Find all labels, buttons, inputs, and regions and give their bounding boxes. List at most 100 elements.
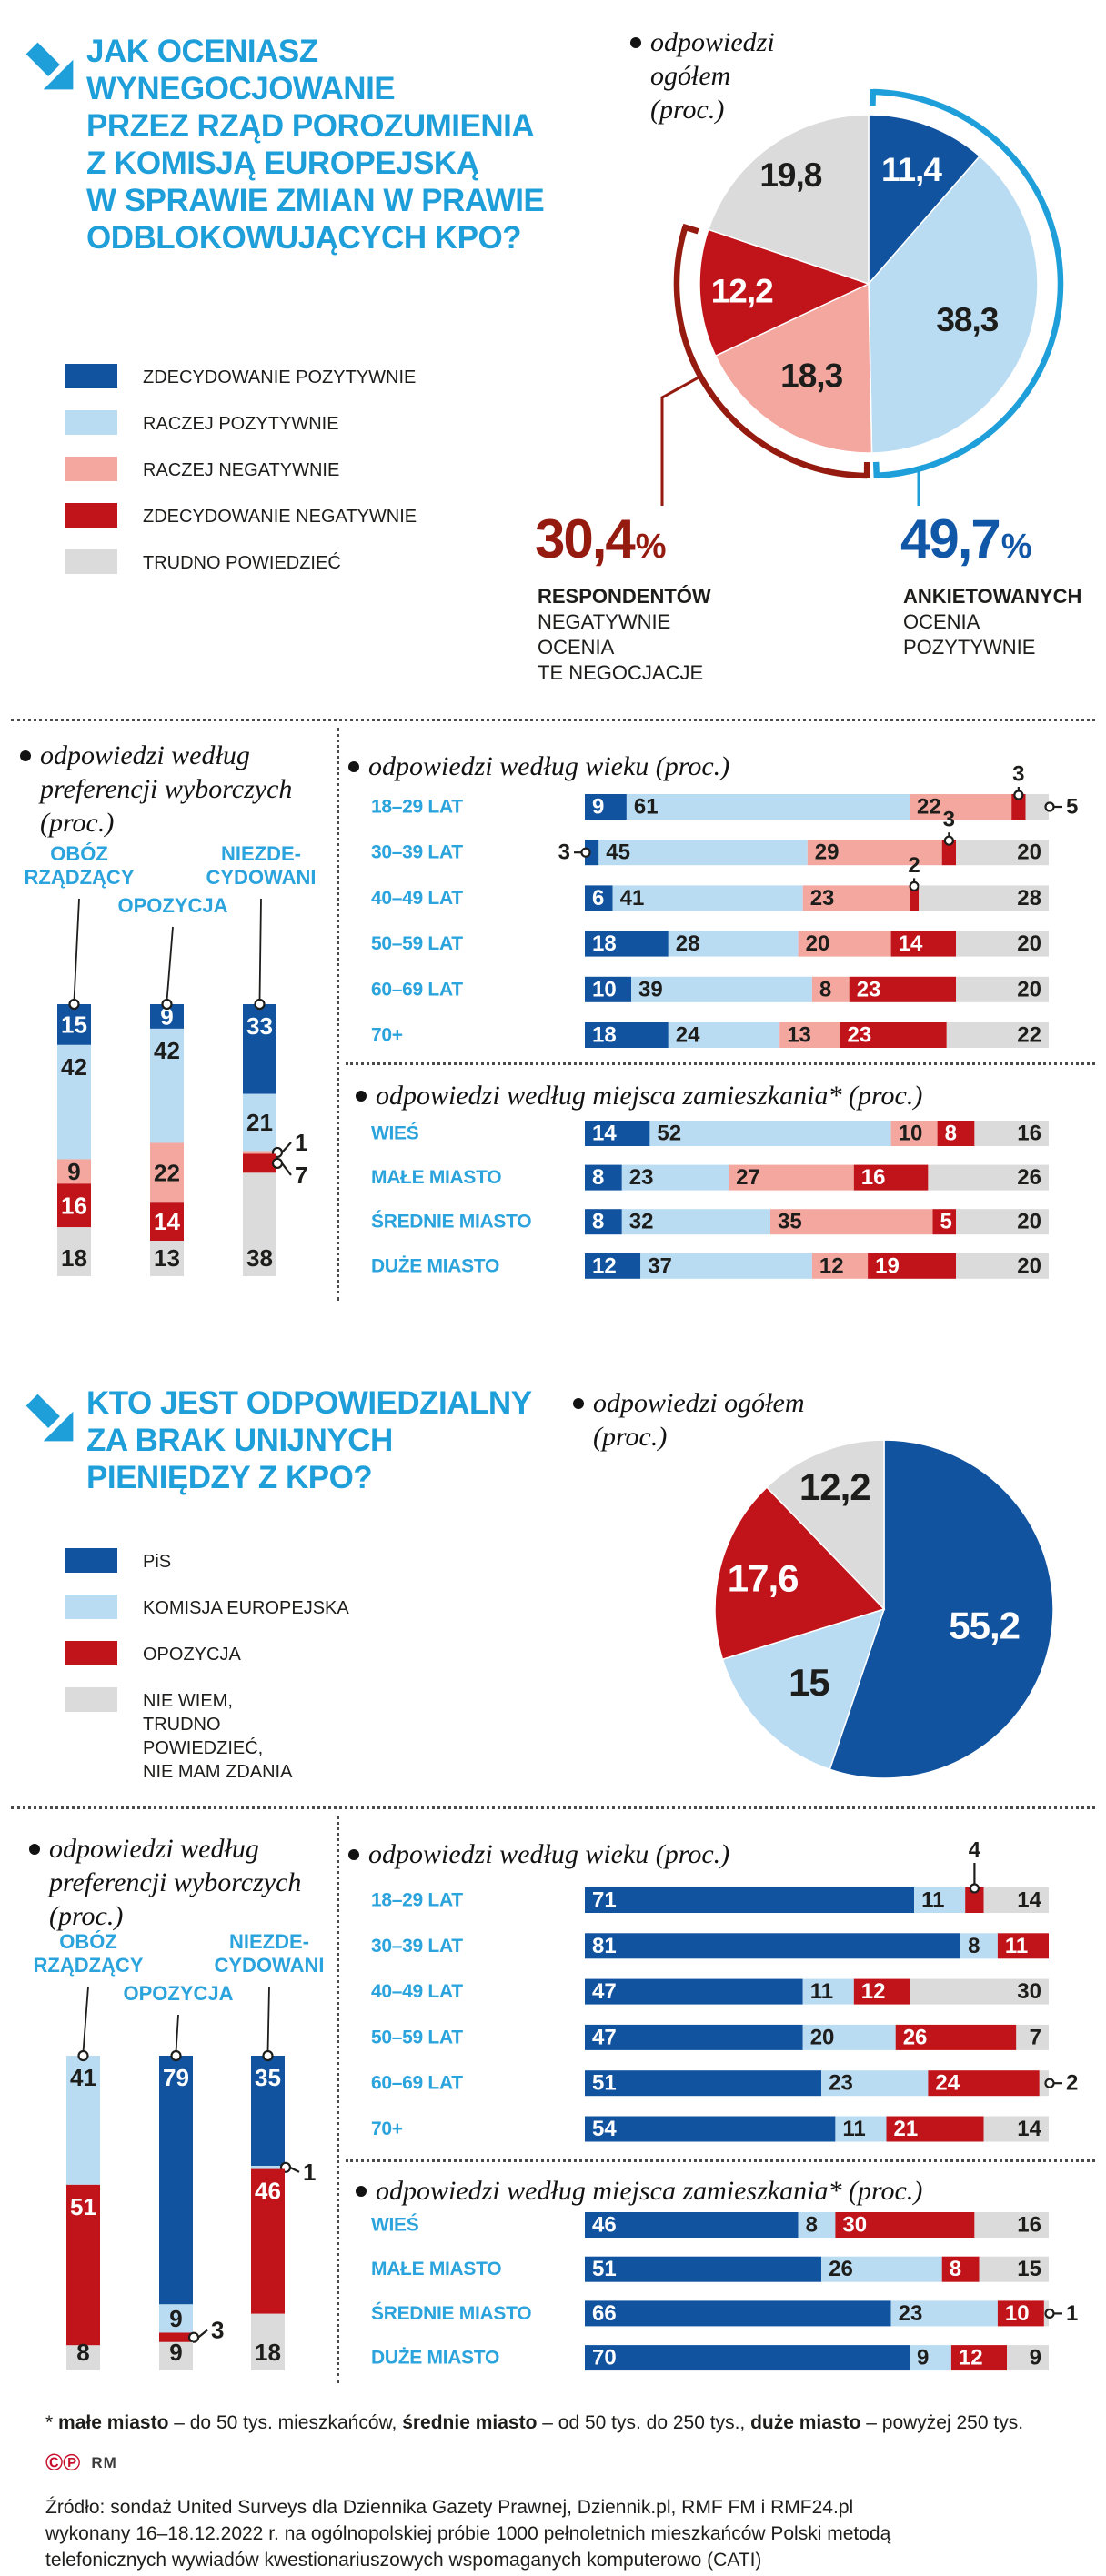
bar-row-label: 18–29 LAT xyxy=(371,1890,463,1911)
callout-dot xyxy=(943,835,954,846)
column-segment xyxy=(243,1093,276,1152)
bar-segment xyxy=(802,885,910,911)
negative-share-number: 30,4 xyxy=(535,508,636,569)
legend-item: RACZEJ POZYTYWNIE xyxy=(65,410,417,436)
bar-segment xyxy=(960,1933,998,1959)
bar-value: 52 xyxy=(657,1122,681,1146)
bar-segment xyxy=(640,1253,812,1279)
connector-line xyxy=(82,1986,89,2053)
bar-value: 6 xyxy=(592,886,604,911)
legend-swatch xyxy=(65,1548,117,1573)
callout-value: 4 xyxy=(969,1838,981,1863)
bar-value: 8 xyxy=(592,1210,604,1234)
bar-value: 8 xyxy=(592,1165,604,1190)
bar-segment xyxy=(779,1022,840,1048)
column-category-label: RZĄDZĄCY xyxy=(34,1954,144,1977)
dotted-separator xyxy=(11,719,1095,721)
bar-segment xyxy=(941,2256,980,2282)
callout-dot xyxy=(1044,2308,1055,2319)
bar-segment xyxy=(853,1978,910,2005)
arrow-shaft xyxy=(25,1394,60,1428)
pie-slice xyxy=(707,114,870,286)
pie-slice xyxy=(699,228,871,357)
column-value: 16 xyxy=(61,1192,87,1219)
bar-value: 39 xyxy=(638,977,663,1001)
pie-slice xyxy=(829,1439,1054,1779)
bar-segment xyxy=(631,976,812,1002)
bar-value: 22 xyxy=(1017,1023,1041,1048)
bar-row-label: WIEŚ xyxy=(371,2214,419,2236)
bar-segment xyxy=(811,1253,869,1279)
footnote-text: * małe miasto – do 50 tys. mieszkańców, … xyxy=(45,2412,1023,2433)
bar-segment xyxy=(956,1253,1049,1279)
legend-q2: PiS KOMISJA EUROPEJSKA OPOZYCJA NIE WIEM… xyxy=(65,1548,349,1784)
bar-segment xyxy=(997,1933,1049,1959)
bar-value: 45 xyxy=(606,840,630,865)
bar-row-label: 18–29 LAT xyxy=(371,797,463,818)
bar-segment xyxy=(807,840,942,866)
bar-segment xyxy=(798,2212,836,2238)
column-category-label: OBÓZ xyxy=(59,1930,117,1953)
column-value: 38 xyxy=(246,1244,273,1272)
column-segment xyxy=(159,2332,193,2342)
bar-value: 35 xyxy=(778,1210,802,1234)
positive-share-number: 49,7 xyxy=(900,508,1001,569)
bar-value: 9 xyxy=(1030,2346,1041,2370)
legend-item: PiS xyxy=(65,1548,349,1574)
bar-row-label: MAŁE MIASTO xyxy=(371,1167,501,1188)
bar-row-label: DUŻE MIASTO xyxy=(371,1255,499,1276)
bar-value: 46 xyxy=(592,2213,617,2238)
bar-segment xyxy=(835,2212,975,2238)
pref2-caption: odpowiedzi według preferencji wyborczych… xyxy=(28,1834,302,1931)
column-category-label: NIEZDE- xyxy=(229,1930,309,1953)
legend-label: PiS xyxy=(143,1552,172,1572)
pie-slice xyxy=(868,155,1039,454)
bar-value: 18 xyxy=(592,931,617,956)
connector-line xyxy=(166,926,174,1001)
bar-segment xyxy=(890,1121,938,1146)
bar-value: 20 xyxy=(1017,840,1041,865)
positive-share-value: 49,7% xyxy=(900,508,1032,570)
bar-value: 22 xyxy=(917,795,941,820)
column-segment xyxy=(159,2056,193,2305)
bar-value: 51 xyxy=(592,2071,617,2096)
connector-dot xyxy=(68,998,80,1011)
bar-segment xyxy=(585,976,631,1002)
bar-segment xyxy=(612,885,803,911)
bar-segment xyxy=(919,885,1049,911)
bar-chart-residence-q1: WIEŚ 14 52 10 8 16 MAŁE MIASTO 8 23 27 16 26 ŚREDNIE… xyxy=(371,1121,1049,1279)
callout-line xyxy=(281,1162,292,1176)
column-segment xyxy=(57,1044,91,1160)
bar-segment xyxy=(956,931,1049,957)
column-segment xyxy=(150,1028,184,1143)
bar-segment xyxy=(886,2116,984,2142)
column-segment xyxy=(251,2168,285,2314)
column-value: 18 xyxy=(255,2339,281,2366)
bar-segment xyxy=(910,2345,951,2371)
legend-label: RACZEJ POZYTYWNIE xyxy=(143,414,339,434)
bar-value: 27 xyxy=(736,1165,760,1190)
bar-segment xyxy=(626,794,910,820)
bar-value: 14 xyxy=(899,931,923,956)
connector-line xyxy=(258,898,262,1001)
bar-row-label: 70+ xyxy=(371,1025,403,1046)
footnote-fragment: – od 50 tys. do 250 tys., xyxy=(537,2412,751,2433)
bar-segment xyxy=(974,2212,1049,2238)
callout-value: 3 xyxy=(558,840,570,865)
pie-slice-value: 18,3 xyxy=(780,357,842,395)
legend-label: OPOZYCJA xyxy=(143,1645,241,1665)
bar-row-label: DUŻE MIASTO xyxy=(371,2348,499,2369)
bar-value: 47 xyxy=(592,1979,617,2004)
callout-dot xyxy=(271,1157,284,1170)
column-category-label: CYDOWANI xyxy=(215,1954,325,1977)
legend-swatch xyxy=(65,364,117,388)
bar-segment xyxy=(932,1209,956,1235)
bar-value: 11 xyxy=(1005,1934,1028,1958)
pie-slice-value: 17,6 xyxy=(728,1556,799,1599)
bar-segment xyxy=(585,1887,915,1913)
column-segment xyxy=(66,2345,100,2370)
bar-segment xyxy=(585,794,627,820)
bar-value: 23 xyxy=(829,2071,853,2096)
